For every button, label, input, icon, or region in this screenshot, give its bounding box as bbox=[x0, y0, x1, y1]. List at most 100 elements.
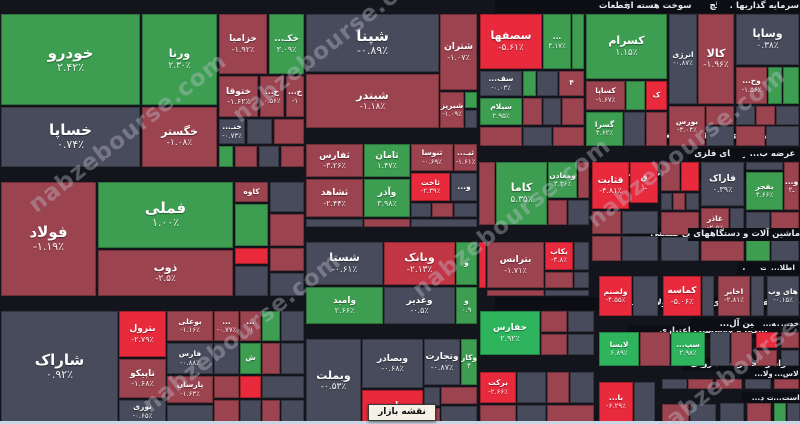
tile-غ[interactable] bbox=[673, 193, 685, 210]
tile[interactable] bbox=[479, 242, 486, 288]
tile-وکار[interactable]: وکار ۴ bbox=[461, 339, 477, 385]
tile[interactable] bbox=[688, 379, 713, 389]
tile[interactable] bbox=[270, 248, 304, 271]
tile[interactable] bbox=[281, 400, 304, 423]
tile-سپ...[interactable]: سپ... ۲.۹۸٪ bbox=[671, 332, 705, 366]
tile-و[interactable] bbox=[465, 92, 477, 108]
tile[interactable] bbox=[235, 266, 268, 296]
tile[interactable] bbox=[479, 162, 495, 225]
tile[interactable] bbox=[574, 272, 589, 288]
tile-۴[interactable]: ۴ bbox=[559, 71, 584, 96]
tile-۰[interactable] bbox=[465, 110, 477, 128]
tile[interactable] bbox=[776, 106, 799, 125]
tile[interactable] bbox=[592, 236, 621, 261]
tile[interactable] bbox=[235, 204, 268, 246]
tile[interactable] bbox=[262, 376, 304, 398]
tile[interactable] bbox=[771, 237, 799, 261]
tile-و[interactable] bbox=[424, 387, 440, 406]
tile[interactable] bbox=[541, 334, 567, 355]
tile[interactable] bbox=[736, 126, 765, 146]
tile-فولاد[interactable]: فولاد -۱.۱۹٪ bbox=[1, 182, 96, 296]
tile[interactable] bbox=[219, 146, 233, 167]
tile[interactable] bbox=[716, 379, 742, 389]
tile[interactable] bbox=[306, 219, 363, 227]
tile[interactable] bbox=[262, 400, 280, 423]
tile-انرژی[interactable]: انرژی -۰.۸۷٪ bbox=[669, 14, 697, 104]
tile-وبملت[interactable]: وبملت -۰.۵۳٪ bbox=[306, 339, 361, 423]
tile-و[interactable]: و bbox=[456, 242, 477, 285]
tile[interactable] bbox=[545, 290, 589, 296]
tile[interactable] bbox=[432, 203, 453, 217]
tile[interactable] bbox=[543, 98, 561, 125]
tile[interactable] bbox=[487, 290, 544, 296]
tile-سیلام[interactable]: سیلام ۲.۹۵٪ bbox=[480, 98, 522, 125]
tile-وبصادر[interactable]: وبصادر -۰.۶۸٪ bbox=[362, 339, 423, 388]
tile[interactable] bbox=[787, 403, 800, 422]
tile[interactable] bbox=[592, 211, 621, 234]
tile-فارس[interactable]: فارس -۰.۸۸٪ bbox=[167, 343, 213, 374]
tile-ولصنم[interactable]: ولصنم -۴.۵۵٪ bbox=[599, 276, 632, 316]
tile-ثشاهد[interactable]: ثشاهد -۲.۴۴٪ bbox=[306, 179, 363, 217]
tile-برکت[interactable]: برکت -۲.۶۶٪ bbox=[480, 372, 516, 403]
tile[interactable] bbox=[746, 162, 783, 170]
tile-بوعلی[interactable]: بوعلی -۱.۱۶٪ bbox=[167, 311, 213, 341]
tile-بترول[interactable]: بترول -۲.۷۹٪ bbox=[119, 311, 166, 357]
tile[interactable] bbox=[411, 203, 431, 217]
tile[interactable] bbox=[706, 126, 734, 146]
tile-کساپا[interactable]: کساپا -۱.۶۷٪ bbox=[586, 81, 625, 110]
tile-ـ۱[interactable] bbox=[572, 14, 584, 69]
tile-خساپا[interactable]: خساپا ۰.۷۴٪ bbox=[1, 107, 140, 167]
tile-های وب[interactable]: های وب -۰.۱۵٪ bbox=[767, 276, 799, 316]
tile[interactable] bbox=[622, 236, 658, 261]
tile[interactable] bbox=[661, 237, 699, 261]
tile[interactable] bbox=[720, 403, 744, 422]
tile[interactable] bbox=[774, 403, 786, 422]
tile[interactable] bbox=[662, 379, 687, 389]
tile-...[interactable] bbox=[626, 81, 645, 110]
tile-سف...[interactable]: سف... -۰.۰۳٪ bbox=[480, 71, 522, 96]
tile-غ[interactable] bbox=[686, 193, 699, 210]
tile[interactable] bbox=[568, 200, 589, 225]
tile-گسرا[interactable]: گسرا ۴.۶۲٪ bbox=[586, 112, 623, 146]
tile-...[interactable]: ... -۰.۷۷٪ bbox=[214, 311, 239, 341]
tile-ش[interactable]: ش bbox=[240, 343, 261, 374]
tile-قثابت[interactable]: قثابت -۴.۸۱٪ bbox=[592, 162, 629, 209]
tile-...[interactable]: ... -۱ bbox=[240, 311, 261, 341]
tile-فاراک[interactable]: فاراک ۰.۳۹٪ bbox=[701, 162, 744, 206]
tile[interactable] bbox=[281, 311, 304, 341]
tile[interactable] bbox=[756, 350, 777, 366]
tile-کاوه[interactable]: کاوه bbox=[235, 182, 268, 202]
tile-خگستر[interactable]: خگستر -۱.۰۸٪ bbox=[142, 107, 217, 167]
tile[interactable] bbox=[259, 146, 279, 167]
tile[interactable] bbox=[411, 219, 477, 227]
tile-غ[interactable] bbox=[661, 193, 672, 210]
tile[interactable] bbox=[781, 350, 799, 366]
tile[interactable] bbox=[240, 376, 261, 398]
tile-وبانک[interactable]: وبانک -۲.۱۳٪ bbox=[384, 242, 455, 285]
tile[interactable] bbox=[441, 406, 477, 423]
tile[interactable] bbox=[441, 387, 477, 404]
tile-و...[interactable]: و... bbox=[451, 173, 477, 201]
tile-شاراک[interactable]: شاراک ۰.۹۲٪ bbox=[1, 311, 118, 423]
tile[interactable] bbox=[270, 273, 304, 296]
tile[interactable] bbox=[736, 106, 755, 125]
tile[interactable] bbox=[262, 311, 280, 341]
tile-وغدیر[interactable]: وغدیر -۰.۵٪ bbox=[384, 287, 455, 324]
tile[interactable] bbox=[214, 400, 239, 423]
tile-خزامیا[interactable]: خزامیا -۱.۹۲٪ bbox=[219, 14, 267, 74]
tile[interactable] bbox=[634, 382, 655, 422]
tile-اخابر[interactable]: اخابر -۲.۸۱٪ bbox=[718, 276, 750, 316]
tile[interactable] bbox=[235, 146, 257, 167]
tile[interactable] bbox=[517, 372, 546, 403]
tile-۰.[interactable] bbox=[574, 242, 589, 270]
tile-پارسان[interactable]: پارسان -۱.۶۳٪ bbox=[167, 376, 213, 403]
tile[interactable] bbox=[781, 332, 799, 348]
tile[interactable] bbox=[547, 405, 594, 423]
tile-ثامان[interactable]: ثامان ۱.۴۷٪ bbox=[364, 144, 410, 177]
tile[interactable] bbox=[747, 403, 771, 422]
tile-ذوب[interactable]: ذوب -۲.۵٪ bbox=[98, 250, 233, 296]
tile[interactable] bbox=[247, 119, 272, 144]
tile[interactable] bbox=[756, 106, 775, 125]
tile-کالا[interactable]: کالا -۱.۹۶٪ bbox=[698, 14, 734, 104]
tile[interactable] bbox=[214, 376, 239, 398]
